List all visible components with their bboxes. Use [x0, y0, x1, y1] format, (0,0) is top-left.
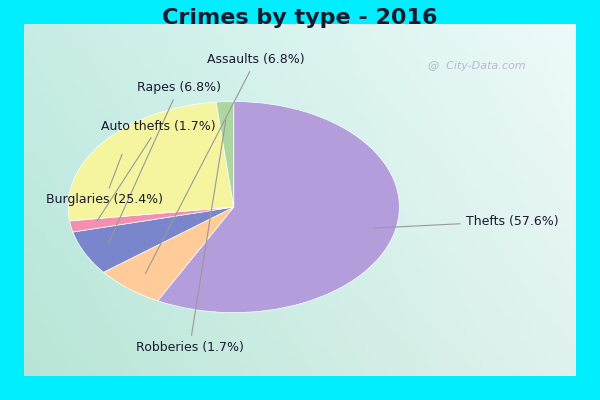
- Text: Thefts (57.6%): Thefts (57.6%): [373, 215, 558, 228]
- Text: Burglaries (25.4%): Burglaries (25.4%): [46, 154, 163, 206]
- Text: Robberies (1.7%): Robberies (1.7%): [136, 120, 244, 354]
- Text: Auto thefts (1.7%): Auto thefts (1.7%): [97, 120, 216, 221]
- Wedge shape: [70, 207, 234, 232]
- Wedge shape: [104, 207, 234, 301]
- Text: Crimes by type - 2016: Crimes by type - 2016: [162, 8, 438, 28]
- Wedge shape: [73, 207, 234, 272]
- Text: Assaults (6.8%): Assaults (6.8%): [145, 53, 305, 274]
- Wedge shape: [158, 102, 400, 313]
- Text: Rapes (6.8%): Rapes (6.8%): [109, 81, 221, 244]
- Wedge shape: [216, 102, 234, 207]
- Text: @  City-Data.com: @ City-Data.com: [428, 61, 526, 71]
- Wedge shape: [68, 102, 234, 221]
